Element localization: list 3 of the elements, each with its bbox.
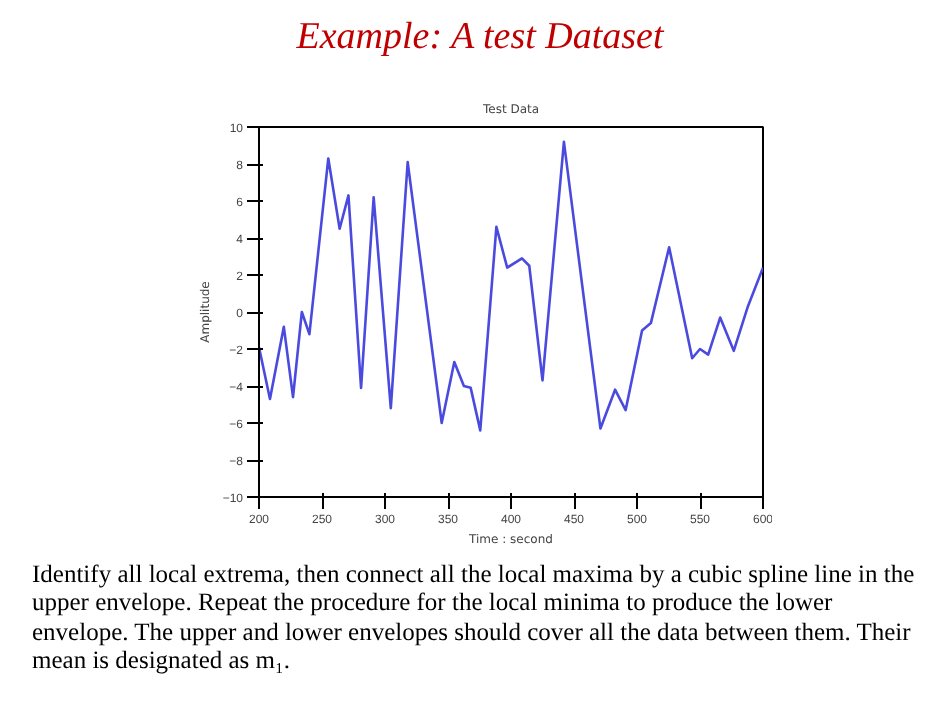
chart-subtitle: Example: A test Dataset [296,14,664,62]
text: Identify all local extrema, then connect all the local maxima by a cubic spline line in the upper envelope. Repeat the procedure for the local minima to produce the lower envelope. The upper and lower envelopes should cover all the data between them. Their mean is designated as m₁. [32,560,917,675]
line-series [259,140,763,432]
